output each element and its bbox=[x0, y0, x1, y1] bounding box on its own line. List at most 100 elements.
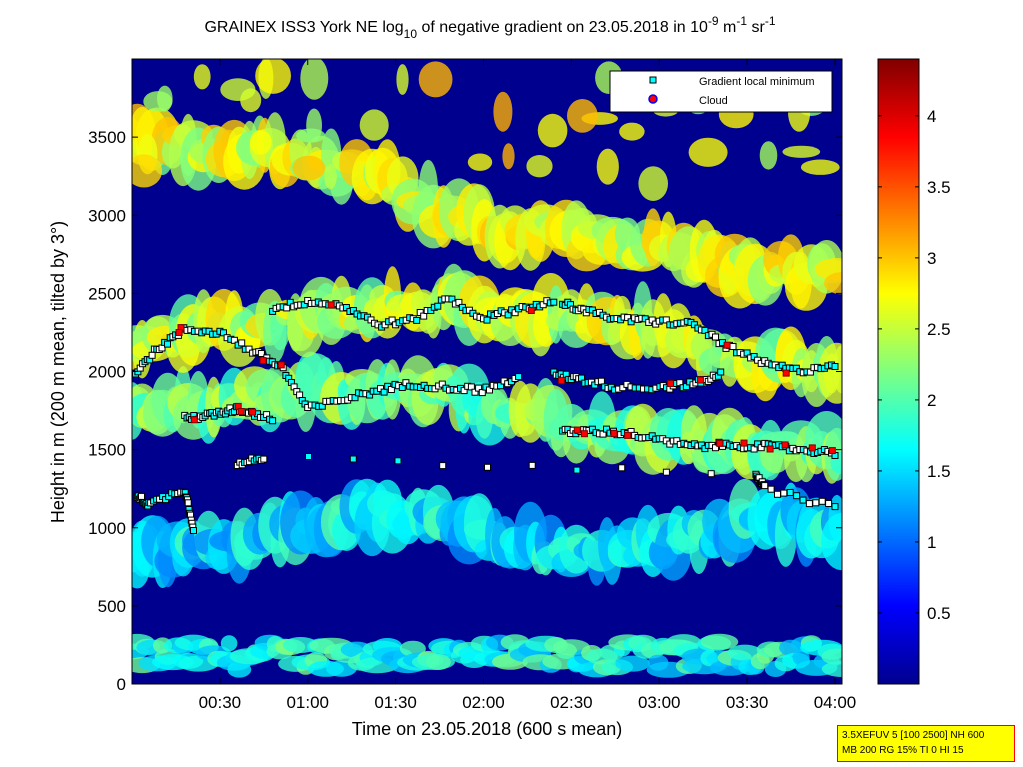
gradient-minimum-marker bbox=[349, 455, 357, 463]
gradient-minimum-marker bbox=[260, 455, 268, 463]
heatmap-blob bbox=[493, 91, 513, 132]
processing-info-box: 3.5XEFUV 5 [100 2500] NH 600 MB 200 RG 1… bbox=[837, 725, 1015, 762]
heatmap-blob bbox=[526, 155, 553, 178]
cloud-marker bbox=[557, 377, 565, 385]
gradient-minimum-marker bbox=[471, 388, 479, 396]
cloud-marker bbox=[716, 439, 724, 447]
gradient-minimum-marker bbox=[729, 343, 737, 350]
cloud-marker bbox=[277, 361, 285, 369]
cloud-marker bbox=[249, 408, 257, 416]
gradient-minimum-marker bbox=[484, 463, 491, 471]
x-tick-label: 03:00 bbox=[638, 693, 681, 712]
heatmap-blob bbox=[619, 122, 645, 141]
heatmap-blob bbox=[800, 159, 840, 175]
gradient-minimum-marker bbox=[380, 388, 388, 396]
legend-label-gradient-minimum: Gradient local minimum bbox=[699, 76, 815, 88]
cloud-marker bbox=[580, 430, 588, 438]
x-axis: 00:30 01:00 01:30 02:00 02:30 03:00 03:30 04:00 bbox=[199, 59, 856, 712]
plot-area bbox=[131, 58, 843, 685]
heatmap-blob bbox=[467, 153, 493, 171]
legend-marker-cloud bbox=[648, 94, 658, 104]
heatmap-blob bbox=[759, 141, 778, 170]
heatmap-blob bbox=[596, 148, 619, 185]
colorbar-tick-label: 2 bbox=[927, 391, 936, 410]
gradient-minimum-marker bbox=[164, 340, 171, 348]
gradient-minimum-marker bbox=[184, 499, 192, 507]
colorbar-tick-label: 0.5 bbox=[927, 604, 951, 623]
gradient-minimum-marker bbox=[825, 500, 833, 507]
colorbar-tick-label: 3 bbox=[927, 249, 936, 268]
y-tick-label: 2500 bbox=[88, 284, 126, 303]
heatmap-field bbox=[132, 59, 842, 678]
heatmap-blob bbox=[296, 128, 326, 143]
y-tick-label: 3000 bbox=[88, 206, 126, 225]
gradient-minimum-marker bbox=[475, 384, 483, 392]
y-tick-label: 1000 bbox=[88, 519, 126, 538]
gradient-minimum-marker bbox=[467, 383, 475, 391]
gradient-minimum-marker bbox=[515, 373, 523, 381]
gradient-minimum-marker bbox=[138, 492, 145, 500]
gradient-minimum-marker bbox=[780, 489, 788, 497]
gradient-minimum-marker bbox=[148, 351, 156, 359]
x-tick-label: 02:00 bbox=[462, 693, 505, 712]
y-tick-label: 500 bbox=[98, 597, 126, 616]
legend: Gradient local minimum Cloud bbox=[609, 70, 833, 113]
gradient-minimum-marker bbox=[662, 468, 670, 476]
heatmap-blob bbox=[502, 143, 515, 170]
processing-info-line-1: 3.5XEFUV 5 [100 2500] NH 600 bbox=[842, 730, 985, 741]
y-tick-label: 2000 bbox=[88, 363, 126, 382]
cloud-marker bbox=[696, 376, 704, 384]
gradient-minimum-marker bbox=[305, 453, 312, 460]
cloud-marker bbox=[259, 357, 267, 365]
gradient-minimum-marker bbox=[351, 394, 359, 402]
gradient-minimum-marker bbox=[438, 380, 446, 388]
heatmap-blob bbox=[249, 130, 272, 155]
heatmap-blob bbox=[220, 635, 238, 652]
colorbar-tick-label: 3.5 bbox=[927, 178, 951, 197]
gradient-minimum-marker bbox=[812, 499, 820, 507]
heatmap-blob bbox=[615, 655, 650, 672]
gradient-minimum-marker bbox=[398, 384, 406, 391]
heatmap-blob bbox=[292, 155, 326, 181]
gradient-minimum-marker bbox=[786, 489, 794, 496]
cloud-marker bbox=[610, 430, 618, 437]
gradient-minimum-marker bbox=[550, 298, 558, 306]
gradient-minimum-marker bbox=[245, 345, 253, 353]
gradient-minimum-marker bbox=[597, 377, 605, 385]
heatmap-blob bbox=[821, 648, 842, 665]
cloud-marker bbox=[190, 416, 198, 424]
heatmap-blob bbox=[821, 661, 842, 677]
colorbar-tick-label: 4 bbox=[927, 107, 936, 126]
colorbar-ticks: 0.5 1 1.5 2 2.5 3 3.5 4 bbox=[878, 107, 951, 623]
legend-label-cloud: Cloud bbox=[699, 95, 728, 107]
gradient-minimum-marker bbox=[539, 301, 547, 309]
legend-marker-gradient-minimum bbox=[649, 76, 657, 84]
x-tick-label: 01:00 bbox=[286, 693, 329, 712]
heatmap-blob bbox=[255, 59, 291, 94]
heatmap-blob bbox=[157, 85, 173, 112]
heatmap-blob bbox=[700, 633, 739, 650]
gradient-minimum-marker bbox=[761, 482, 769, 490]
gradient-minimum-marker bbox=[774, 490, 781, 498]
colorbar-tick-label: 2.5 bbox=[927, 320, 951, 339]
processing-info-line-2: MB 200 RG 15% TI 0 HI 15 bbox=[842, 745, 964, 756]
chart-title: GRAINEX ISS3 York NE log10 of negative g… bbox=[204, 14, 775, 41]
heatmap-blob bbox=[359, 109, 389, 141]
gradient-minimum-marker bbox=[717, 368, 725, 376]
x-tick-label: 01:30 bbox=[374, 693, 417, 712]
cloud-marker bbox=[527, 307, 535, 314]
cloud-marker bbox=[175, 329, 183, 336]
gradient-minimum-marker bbox=[486, 386, 493, 394]
gradient-minimum-marker bbox=[434, 302, 442, 310]
gradient-minimum-marker bbox=[318, 402, 326, 410]
heatmap-blob bbox=[418, 61, 453, 98]
gradient-minimum-marker bbox=[831, 363, 839, 370]
gradient-minimum-marker bbox=[767, 485, 775, 493]
cloud-marker bbox=[667, 380, 675, 387]
marker-layer bbox=[132, 295, 839, 534]
heatmap-blob bbox=[324, 163, 337, 190]
legend-box bbox=[609, 70, 833, 113]
gradient-minimum-marker bbox=[366, 391, 374, 399]
cloud-marker bbox=[573, 426, 581, 434]
